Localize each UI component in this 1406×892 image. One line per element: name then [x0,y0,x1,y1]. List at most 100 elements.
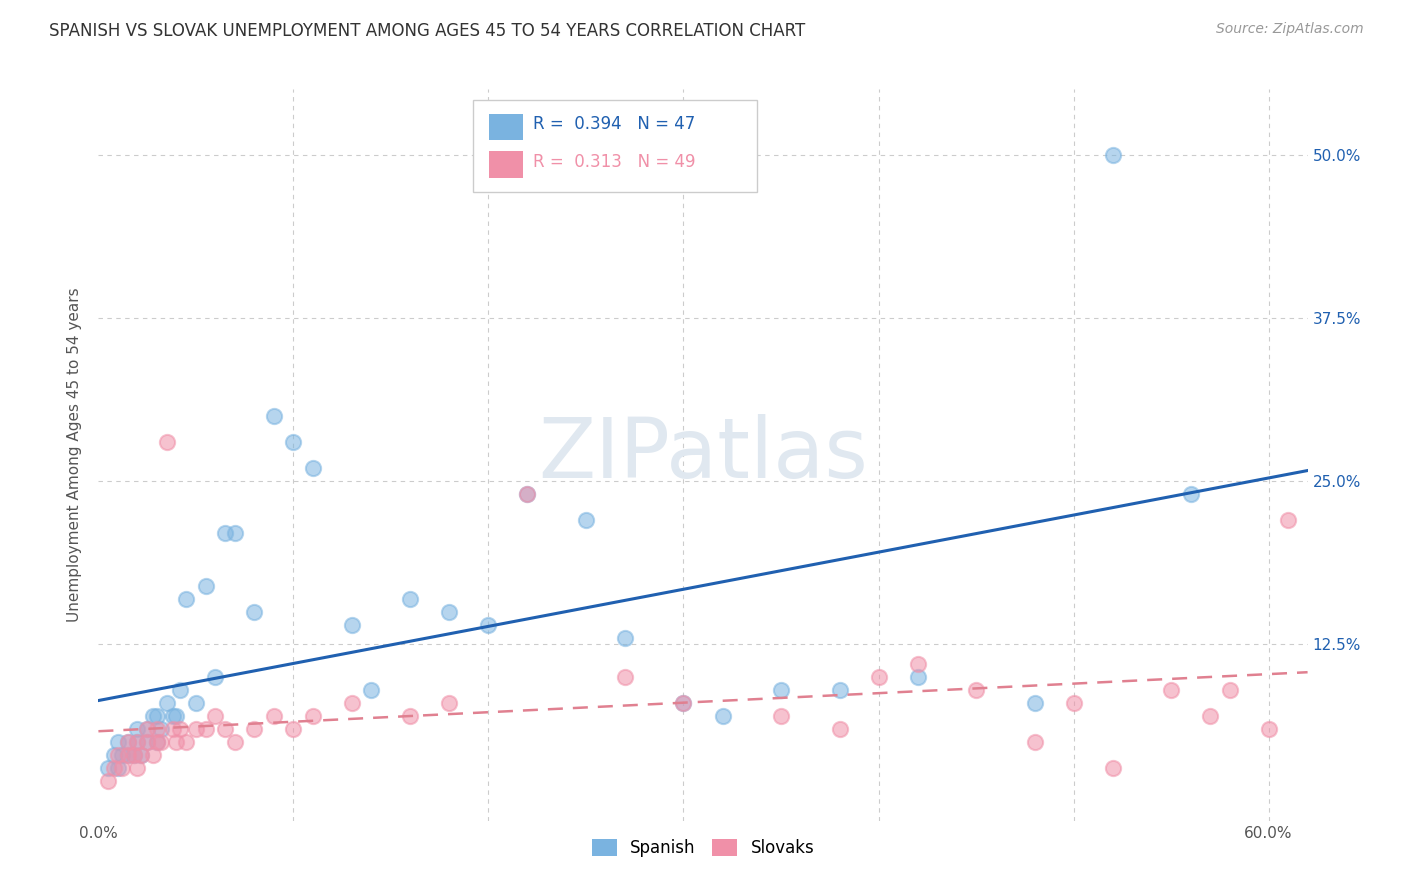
Point [131,748,153,763]
Point [204,709,226,723]
Point [477,617,499,632]
Point [204,670,226,684]
Point [174,735,197,749]
Point [142,748,165,763]
Point [184,723,207,737]
Point [194,723,217,737]
Point [156,434,179,449]
Point [214,723,236,737]
Point [122,748,145,763]
Point [107,735,129,749]
Point [868,670,890,684]
Point [907,670,929,684]
Point [907,657,929,671]
Point [614,670,637,684]
Legend: Spanish, Slovaks: Spanish, Slovaks [585,832,821,863]
Point [107,748,129,763]
Point [169,683,191,698]
Point [828,683,851,698]
Point [97,761,120,775]
Point [149,735,172,749]
Point [672,696,695,710]
Point [263,409,285,423]
Point [711,709,734,723]
Text: SPANISH VS SLOVAK UNEMPLOYMENT AMONG AGES 45 TO 54 YEARS CORRELATION CHART: SPANISH VS SLOVAK UNEMPLOYMENT AMONG AGE… [49,22,806,40]
Bar [489,114,523,140]
Point [1219,683,1241,698]
Point [97,774,120,789]
Point [107,761,129,775]
Text: ZIPatlas: ZIPatlas [538,415,868,495]
Point [614,631,637,645]
Point [165,735,187,749]
Point [340,617,363,632]
Point [1277,513,1299,527]
Point [127,761,149,775]
Point [146,735,169,749]
Point [156,696,179,710]
Point [263,709,285,723]
Point [283,434,305,449]
Point [769,683,792,698]
Point [399,591,422,606]
Point [575,513,598,527]
Point [122,748,145,763]
Point [302,461,325,475]
Point [142,709,165,723]
Point [302,709,325,723]
Point [117,748,139,763]
Point [243,605,266,619]
Point [136,723,159,737]
Point [111,748,134,763]
Point [165,709,187,723]
Point [399,709,422,723]
Point [174,591,197,606]
Point [169,723,191,737]
Point [162,723,184,737]
Point [214,526,236,541]
Point [117,735,139,749]
Point [243,723,266,737]
Point [131,748,153,763]
Point [1257,723,1279,737]
Point [146,735,169,749]
Point [149,723,172,737]
Point [127,735,149,749]
Point [136,735,159,749]
Point [516,487,538,501]
Point [117,748,139,763]
Point [224,526,246,541]
Point [340,696,363,710]
Point [117,735,139,749]
Point [1160,683,1182,698]
Point [184,696,207,710]
Point [111,761,134,775]
Point [828,723,851,737]
Point [965,683,987,698]
Point [283,723,305,737]
Point [103,761,125,775]
Point [136,723,159,737]
Point [1024,735,1046,749]
Point [146,723,169,737]
Point [127,723,149,737]
Point [103,748,125,763]
Point [360,683,382,698]
Point [439,696,461,710]
Text: R =  0.313   N = 49: R = 0.313 N = 49 [533,153,695,170]
Point [1101,761,1123,775]
FancyBboxPatch shape [474,100,758,192]
Point [672,696,695,710]
Point [127,735,149,749]
Point [1199,709,1222,723]
Point [224,735,246,749]
Y-axis label: Unemployment Among Ages 45 to 54 years: Unemployment Among Ages 45 to 54 years [67,287,83,623]
Bar [489,152,523,178]
Point [439,605,461,619]
Point [146,709,169,723]
Point [1101,147,1123,161]
Text: Source: ZipAtlas.com: Source: ZipAtlas.com [1216,22,1364,37]
Point [1024,696,1046,710]
Point [194,578,217,592]
Point [1063,696,1085,710]
